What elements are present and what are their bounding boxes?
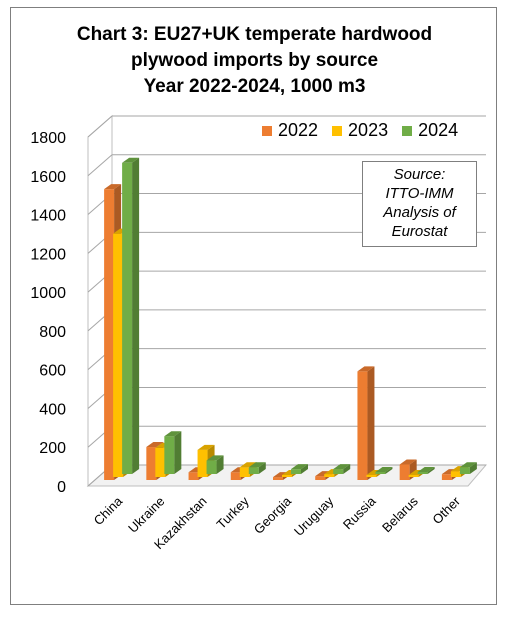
y-tick-label: 200 — [39, 440, 66, 457]
bar-georgia-2023 — [282, 475, 292, 477]
y-tick-label: 800 — [39, 324, 66, 341]
title-line-3: Year 2022-2024, 1000 m3 — [143, 76, 366, 97]
bar-turkey-2022 — [230, 472, 241, 480]
bar-china-2023 — [113, 233, 124, 477]
x-tick-label-georgia: Georgia — [251, 493, 295, 537]
bar-uruguay-2024 — [333, 469, 344, 474]
bar-china-2024 — [122, 162, 133, 474]
bar-other-2024 — [459, 467, 470, 474]
bar-belarus-2022 — [399, 464, 410, 480]
legend-swatch-2024 — [402, 125, 413, 136]
bar-china-2022 — [104, 189, 115, 480]
y-tick-label: 1800 — [30, 130, 66, 147]
bar-ukraine-2023 — [155, 447, 166, 477]
title-line-1: Chart 3: EU27+UK temperate hardwood — [76, 24, 433, 45]
gridline-side-1800 — [87, 115, 113, 138]
bar-other-2022 — [441, 474, 452, 480]
bar-belarus-2024 — [417, 472, 428, 474]
y-tick-label: 1000 — [30, 285, 66, 302]
bar-georgia-2024 — [291, 469, 301, 474]
bar-kazakhstan-2022 — [188, 472, 199, 480]
y-tick-label: 0 — [57, 479, 66, 496]
x-tick-label-china: China — [91, 493, 126, 528]
bar-top-other-2024 — [459, 462, 477, 468]
bar-kazakhstan-2023 — [197, 449, 208, 477]
legend-label-2024: 2024 — [418, 120, 459, 140]
bar-side-other-2024 — [469, 462, 477, 474]
bar-side-turkey-2024 — [258, 462, 266, 474]
legend-label-2022: 2022 — [278, 120, 319, 140]
bar-top-russia-2024 — [375, 467, 393, 472]
legend-swatch-2023 — [332, 125, 343, 136]
bar-top-uruguay-2024 — [333, 464, 351, 470]
bar-side-ukraine-2024 — [174, 431, 182, 474]
bar-top-kazakhstan-2024 — [206, 455, 224, 461]
title-line-2: plywood imports by source — [130, 50, 379, 71]
legend-swatch-2022 — [262, 125, 272, 136]
bar-top-turkey-2023 — [239, 462, 257, 468]
y-tick-label: 1200 — [30, 246, 66, 263]
x-tick-label-russia: Russia — [340, 493, 379, 532]
bar-georgia-2022 — [273, 477, 283, 480]
bar-uruguay-2022 — [315, 476, 326, 480]
bar-ukraine-2024 — [164, 436, 175, 474]
y-tick-label: 400 — [39, 401, 66, 418]
legend-item-2024: 2024 — [402, 120, 458, 141]
x-tick-label-other: Other — [429, 493, 463, 527]
bar-side-kazakhstan-2024 — [216, 455, 224, 474]
bar-uruguay-2023 — [324, 474, 335, 477]
legend-item-2023: 2023 — [332, 120, 388, 141]
x-tick-label-turkey: Turkey — [214, 493, 253, 532]
source-annotation: Source: ITTO-IMM Analysis of Eurostat — [362, 161, 477, 247]
bar-side-uruguay-2024 — [343, 464, 351, 474]
bar-russia-2023 — [366, 475, 377, 477]
bar-kazakhstan-2024 — [206, 460, 217, 474]
bar-other-2023 — [450, 471, 461, 477]
y-tick-label: 1600 — [30, 169, 66, 186]
bar-top-belarus-2022 — [399, 459, 417, 465]
bar-top-ukraine-2024 — [164, 431, 182, 437]
x-tick-label-ukraine: Ukraine — [125, 494, 167, 536]
bar-top-ukraine-2022 — [146, 442, 164, 448]
bar-top-china-2024 — [122, 157, 140, 163]
bar-top-russia-2022 — [357, 366, 375, 372]
bar-turkey-2023 — [239, 467, 250, 477]
bar-top-georgia-2024 — [291, 464, 308, 470]
bar-side-belarus-2024 — [427, 467, 435, 474]
bar-top-turkey-2024 — [248, 462, 266, 468]
bar-top-china-2022 — [104, 184, 122, 190]
bar-top-belarus-2024 — [417, 467, 435, 472]
bar-top-kazakhstan-2023 — [197, 444, 215, 450]
chart-legend: 2022 2023 2024 — [262, 120, 458, 141]
y-tick-label: 600 — [39, 363, 66, 380]
gridline-side-1600 — [87, 154, 113, 177]
bar-russia-2022 — [357, 371, 368, 480]
x-tick-label-belarus: Belarus — [379, 493, 421, 535]
bar-ukraine-2022 — [146, 447, 157, 480]
bar-side-georgia-2024 — [301, 464, 308, 474]
bar-side-china-2024 — [132, 157, 140, 474]
legend-item-2022: 2022 — [262, 120, 318, 141]
legend-label-2023: 2023 — [348, 120, 389, 140]
bar-side-russia-2024 — [385, 467, 393, 474]
bar-russia-2024 — [375, 472, 386, 474]
bar-side-russia-2022 — [367, 366, 375, 480]
chart-title: Chart 3: EU27+UK temperate hardwood plyw… — [0, 22, 509, 100]
x-tick-label-uruguay: Uruguay — [291, 493, 337, 539]
bar-belarus-2023 — [408, 475, 419, 477]
y-tick-label: 1400 — [30, 208, 66, 225]
bar-turkey-2024 — [248, 467, 259, 474]
